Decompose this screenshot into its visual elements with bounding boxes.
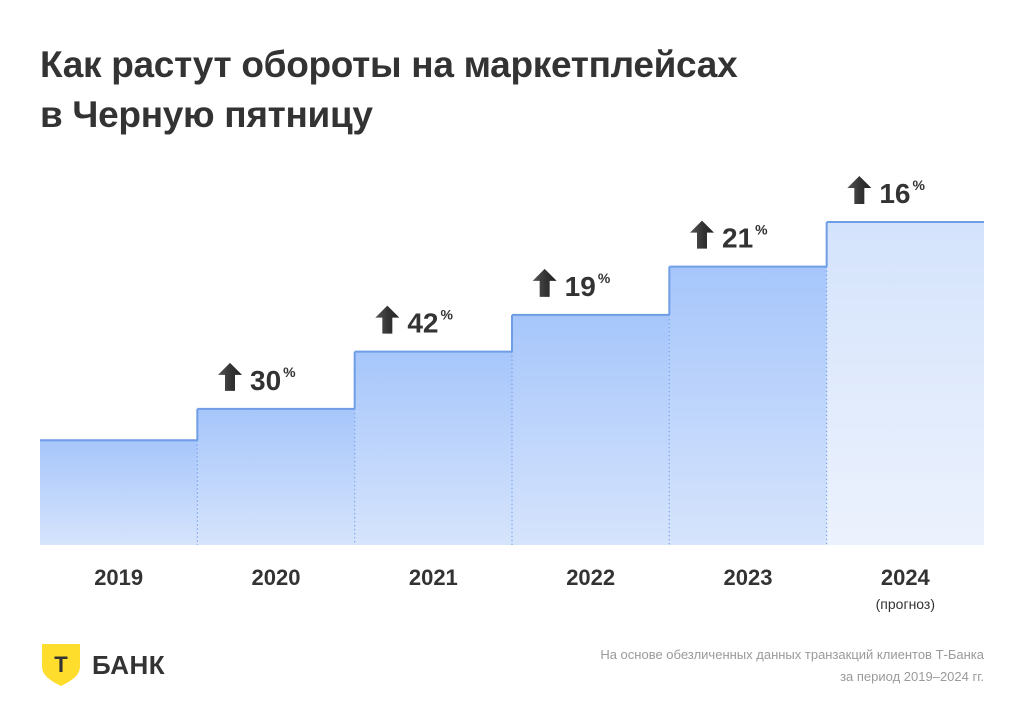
x-tick-label-2021: 2021 [409,565,458,590]
x-tick-label-2023: 2023 [724,565,773,590]
bar-2024 [826,222,984,545]
chart-title-line-1: Как растут обороты на маркетплейсах [40,44,738,85]
bar-2021 [354,351,512,545]
growth-arrow-icon-2023 [690,220,714,249]
bar-2019 [40,440,198,545]
growth-label-2022: 19 [565,271,596,302]
growth-label-2021: 42 [407,308,438,339]
x-tick-label-2019: 2019 [94,565,143,590]
growth-arrow-icon-2021 [375,305,400,334]
x-tick-label-2024: 2024 [881,565,931,590]
source-note-line-2: за период 2019–2024 гг. [840,669,984,684]
growth-unit-2024: % [912,177,925,193]
chart-title-line-2: в Черную пятницу [40,94,373,135]
logo-letter: Т [54,652,68,677]
x-tick-label-2020: 2020 [252,565,301,590]
bar-2023 [669,266,827,545]
growth-arrow-icon-2020 [218,362,242,391]
source-note: На основе обезличенных данных транзакций… [600,644,984,688]
growth-arrow-icon-2024 [847,176,872,204]
x-tick-note-2024: (прогноз) [876,596,935,612]
bar-2022 [512,314,670,545]
growth-arrow-icon-2022 [532,268,557,297]
shield-logo-icon: Т [42,644,80,686]
chart-title: Как растут обороты на маркетплейсах в Че… [40,40,738,140]
growth-label-2023: 21 [722,223,753,254]
bank-logo: Т БАНК [40,642,165,688]
growth-unit-2020: % [283,364,296,380]
growth-unit-2022: % [598,270,611,286]
growth-unit-2021: % [440,307,453,323]
growth-unit-2023: % [755,222,768,238]
bar-2020 [197,408,355,545]
x-tick-label-2022: 2022 [566,565,615,590]
growth-label-2020: 30 [250,365,281,396]
source-note-line-1: На основе обезличенных данных транзакций… [600,647,984,662]
growth-label-2024: 16 [879,178,910,209]
growth-chart: 2019 2020 30 % 2021 42 % 2022 19 % 2023 21 % 2024 (про… [40,176,984,612]
brand-name: БАНК [92,649,166,680]
